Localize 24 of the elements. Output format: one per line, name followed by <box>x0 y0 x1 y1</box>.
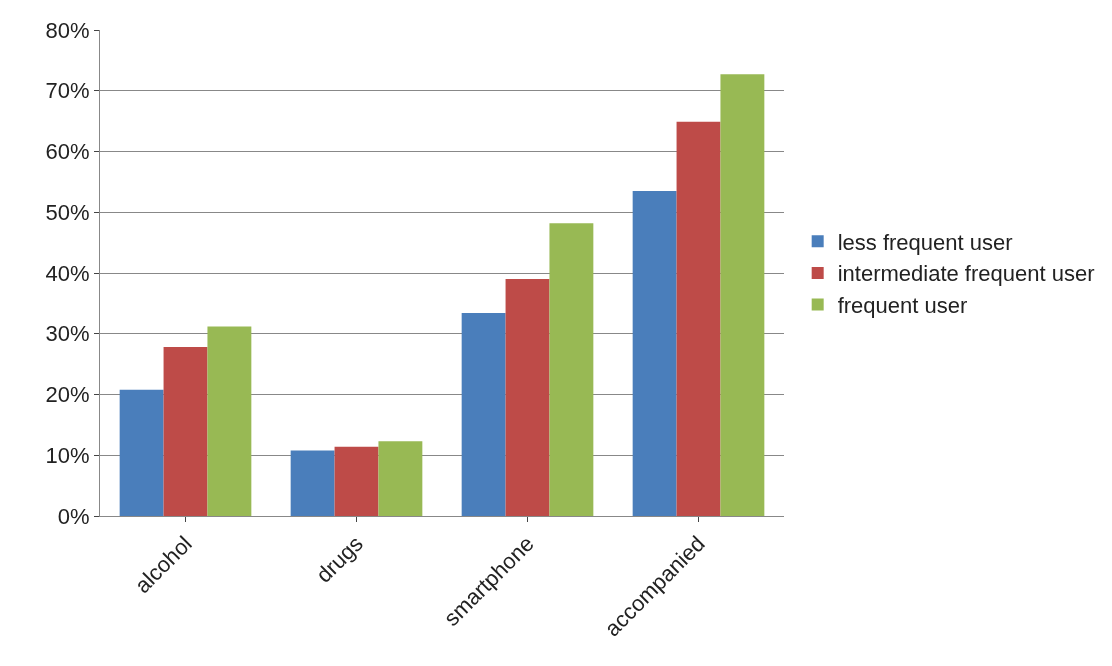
bar <box>461 313 506 516</box>
legend-label: frequent user <box>837 293 968 319</box>
bar <box>549 223 594 516</box>
y-tick-label: 10% <box>45 442 90 468</box>
bar <box>334 446 379 516</box>
y-tick-label: 50% <box>45 199 90 225</box>
bar <box>720 74 765 516</box>
bar <box>119 389 164 516</box>
y-tick-label: 80% <box>45 17 90 43</box>
y-tick-label: 70% <box>45 78 90 104</box>
bar <box>378 441 423 516</box>
y-tick-label: 30% <box>45 321 90 347</box>
bar <box>632 190 677 516</box>
bar <box>505 279 550 516</box>
bar <box>290 450 335 516</box>
y-tick-label: 0% <box>57 503 90 529</box>
bar <box>676 121 721 516</box>
y-tick-label: 40% <box>45 260 90 286</box>
bar <box>207 326 252 516</box>
y-tick-label: 60% <box>45 139 90 165</box>
legend-label: intermediate frequent user <box>837 261 1095 287</box>
legend-label: less frequent user <box>837 229 1013 255</box>
y-tick-label: 20% <box>45 382 90 408</box>
bar <box>163 347 208 516</box>
